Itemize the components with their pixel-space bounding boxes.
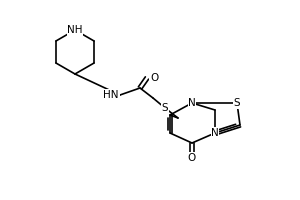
Text: O: O	[150, 73, 158, 83]
Text: S: S	[234, 98, 240, 108]
Text: NH: NH	[67, 25, 83, 35]
Text: N: N	[188, 98, 196, 108]
Text: S: S	[162, 103, 168, 113]
Text: HN: HN	[103, 90, 119, 100]
Text: N: N	[211, 128, 219, 138]
Text: O: O	[188, 153, 196, 163]
